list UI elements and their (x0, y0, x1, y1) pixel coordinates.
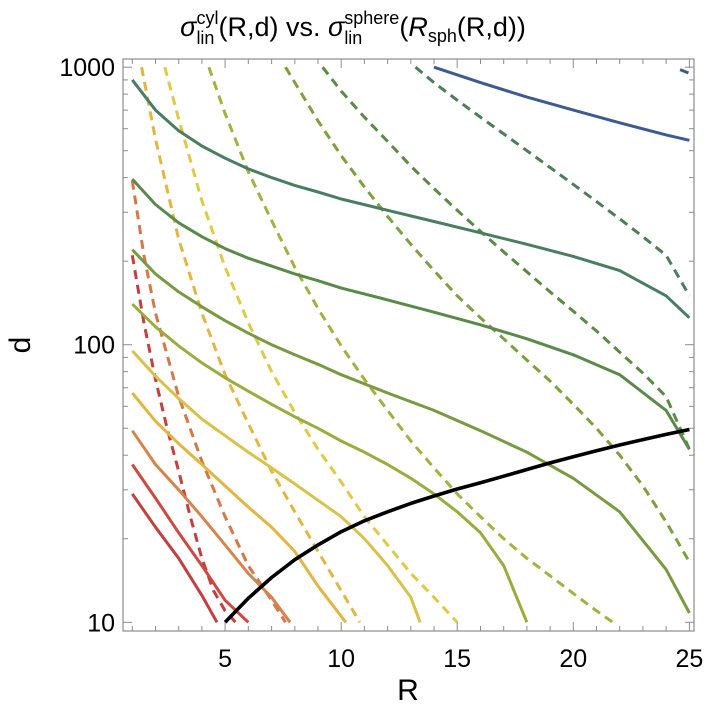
series-line-14 (321, 66, 691, 450)
series-line-7 (131, 392, 347, 624)
plot-frame (122, 58, 695, 632)
series-line-4 (130, 180, 287, 624)
title-right-sup: sphere (344, 8, 399, 28)
title-right-func: R (408, 12, 428, 42)
title-right-sub: lin (344, 28, 362, 48)
tick-layer: 5 10 15 20 25 10 100 1000 (59, 54, 703, 673)
series-line-9 (131, 349, 422, 623)
series-line-10 (207, 66, 614, 624)
series-line-5 (131, 429, 292, 624)
series-line-12 (284, 66, 691, 563)
series-line-18 (679, 68, 690, 75)
series-line-11 (131, 303, 529, 623)
series-layer (130, 65, 691, 624)
x-axis-label: R (397, 674, 419, 707)
series-line-8 (163, 66, 459, 624)
title-right-open: ( (399, 12, 408, 42)
chart-title: σcyl lin (R,d) vs. σsphere lin (Rsph(R,d)) (180, 8, 526, 48)
series-line-1 (131, 493, 219, 624)
y-axis-label: d (4, 337, 37, 354)
title-right-symbol: σ (328, 12, 346, 42)
series-line-17 (131, 78, 691, 319)
x-tick-label: 15 (443, 645, 471, 673)
y-tick-label: 1000 (59, 54, 115, 82)
title-left-sub: lin (196, 28, 214, 48)
series-line-15 (131, 178, 691, 451)
series-line-13 (131, 248, 691, 614)
title-right-func-sub: sph (428, 26, 457, 46)
y-tick-label: 10 (87, 609, 115, 637)
x-tick-label: 10 (327, 645, 355, 673)
series-line-6 (140, 66, 362, 624)
x-tick-label: 25 (675, 645, 703, 673)
y-tick-label: 100 (73, 332, 115, 360)
title-left-sup: cyl (196, 8, 218, 28)
x-tick-label: 5 (218, 645, 232, 673)
series-line-20 (223, 427, 690, 624)
title-left-symbol: σ (180, 12, 198, 42)
x-tick-label: 20 (559, 645, 587, 673)
series-line-19 (433, 65, 690, 142)
series-line-16 (414, 66, 691, 297)
series-line-2 (130, 255, 237, 624)
title-left-args: (R,d) vs. (218, 12, 328, 42)
series-line-3 (131, 463, 250, 624)
title-right-args: (R,d)) (457, 12, 526, 42)
